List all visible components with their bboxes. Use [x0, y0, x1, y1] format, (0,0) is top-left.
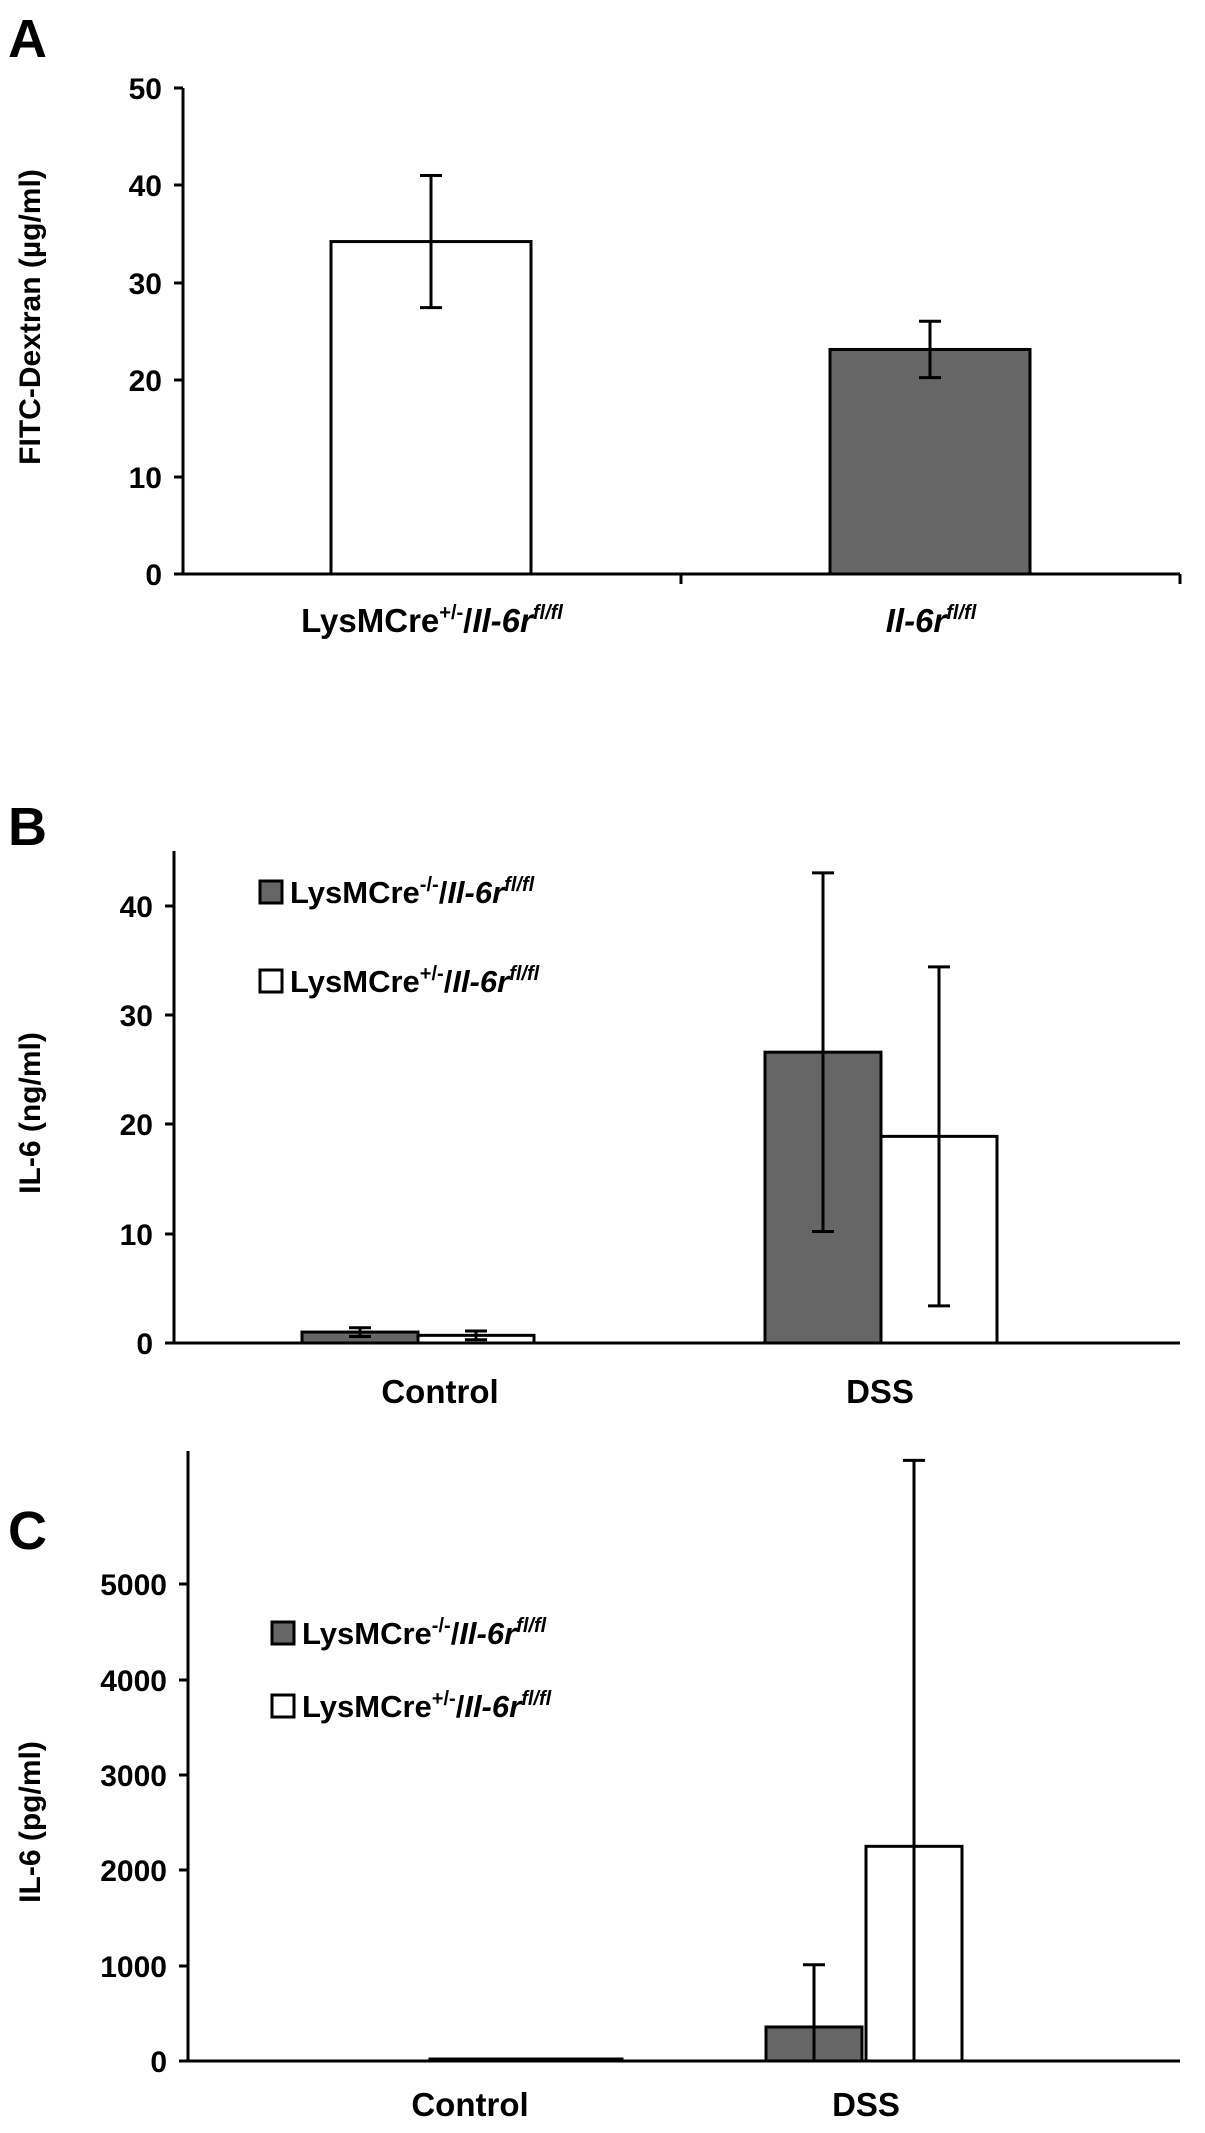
- y-tick: 4000: [100, 1665, 188, 1698]
- y-tick-label: 0: [150, 2046, 167, 2079]
- y-tick: 0: [150, 2046, 188, 2079]
- panel-b: B IL-6 (ng/ml) 0 10 20 30 40 LysMCre-/-/…: [8, 797, 1180, 1410]
- y-tick-label: 20: [120, 1109, 153, 1142]
- y-tick: 40: [120, 891, 174, 924]
- panel-b-category-label-1: DSS: [846, 1373, 914, 1410]
- panel-c-y-axis-label: IL-6 (pg/ml): [14, 1741, 47, 1903]
- y-tick-label: 20: [129, 365, 162, 398]
- y-tick-label: 3000: [100, 1760, 167, 1793]
- panel-b-category-label-0: Control: [381, 1373, 498, 1410]
- y-tick-label: 2000: [100, 1855, 167, 1888]
- legend-swatch-white: [270, 1693, 296, 1719]
- y-tick-label: 10: [120, 1219, 153, 1252]
- y-tick: 30: [120, 1000, 174, 1033]
- y-tick-label: 50: [129, 73, 162, 106]
- legend-swatch-white: [258, 968, 284, 994]
- y-tick: 0: [145, 559, 183, 592]
- y-tick: 5000: [100, 1569, 188, 1602]
- y-tick-label: 40: [129, 170, 162, 203]
- panel-a-letter: A: [8, 9, 47, 69]
- legend-label-1: LysMCre+/-/Il-6rfl/fl: [290, 963, 540, 999]
- y-tick: 40: [129, 170, 183, 203]
- panel-c-bar-group: [428, 1458, 964, 2063]
- y-tick: 3000: [100, 1760, 188, 1793]
- panel-b-bar-group: [300, 871, 999, 1345]
- panel-c-y-ticks: 0 1000 2000 3000 4000 5000: [100, 1569, 188, 2079]
- y-tick: 20: [120, 1109, 174, 1142]
- panel-b-legend: LysMCre-/-/Il-6rfl/fl LysMCre+/-/Il-6rfl…: [258, 874, 540, 999]
- y-tick-label: 10: [129, 462, 162, 495]
- y-tick: 10: [129, 462, 183, 495]
- panel-a: A FITC-Dextran (µg/ml) 0 10 20 30 40 50 …: [8, 9, 1182, 639]
- y-tick: 0: [136, 1328, 174, 1361]
- y-tick: 50: [129, 73, 183, 106]
- y-tick-label: 0: [136, 1328, 153, 1361]
- legend-swatch-gray: [258, 879, 284, 905]
- bar: [524, 2057, 624, 2063]
- panel-c-category-label-1: DSS: [832, 2086, 900, 2123]
- panel-a-y-axis-label: FITC-Dextran (µg/ml): [14, 169, 47, 465]
- y-tick-label: 5000: [100, 1569, 167, 1602]
- y-tick: 20: [129, 365, 183, 398]
- bar: [428, 2057, 528, 2063]
- panel-a-category-label-0: LysMCre+/-/Il-6rfl/fl: [301, 602, 563, 639]
- y-tick-label: 40: [120, 891, 153, 924]
- y-tick: 30: [129, 268, 183, 301]
- panel-a-bar-group: [329, 173, 1032, 576]
- legend-swatch-gray: [270, 1620, 296, 1646]
- y-tick-label: 4000: [100, 1665, 167, 1698]
- y-tick: 1000: [100, 1951, 188, 1984]
- panel-b-letter: B: [8, 797, 47, 857]
- y-tick-label: 1000: [100, 1951, 167, 1984]
- panel-b-y-axis-label: IL-6 (ng/ml): [14, 1032, 47, 1194]
- legend-label-0: LysMCre-/-/Il-6rfl/fl: [302, 1615, 547, 1651]
- bar: [828, 347, 1032, 576]
- panel-c-category-label-0: Control: [411, 2086, 528, 2123]
- panel-c-legend: LysMCre-/-/Il-6rfl/fl LysMCre+/-/Il-6rfl…: [270, 1615, 552, 1724]
- y-tick-label: 30: [120, 1000, 153, 1033]
- y-tick-label: 30: [129, 268, 162, 301]
- panel-a-category-label-1: Il-6rfl/fl: [886, 602, 977, 639]
- y-tick: 10: [120, 1219, 174, 1252]
- panel-a-y-ticks: 0 10 20 30 40 50: [129, 73, 183, 592]
- legend-label-1: LysMCre+/-/Il-6rfl/fl: [302, 1688, 552, 1724]
- legend-label-0: LysMCre-/-/Il-6rfl/fl: [290, 874, 535, 910]
- panel-c-letter: C: [8, 1501, 47, 1561]
- panel-c: C IL-6 (pg/ml) 0 1000 2000 3000 4000 500…: [8, 1451, 1180, 2123]
- y-tick: 2000: [100, 1855, 188, 1888]
- y-tick-label: 0: [145, 559, 162, 592]
- panel-b-y-ticks: 0 10 20 30 40: [120, 891, 174, 1361]
